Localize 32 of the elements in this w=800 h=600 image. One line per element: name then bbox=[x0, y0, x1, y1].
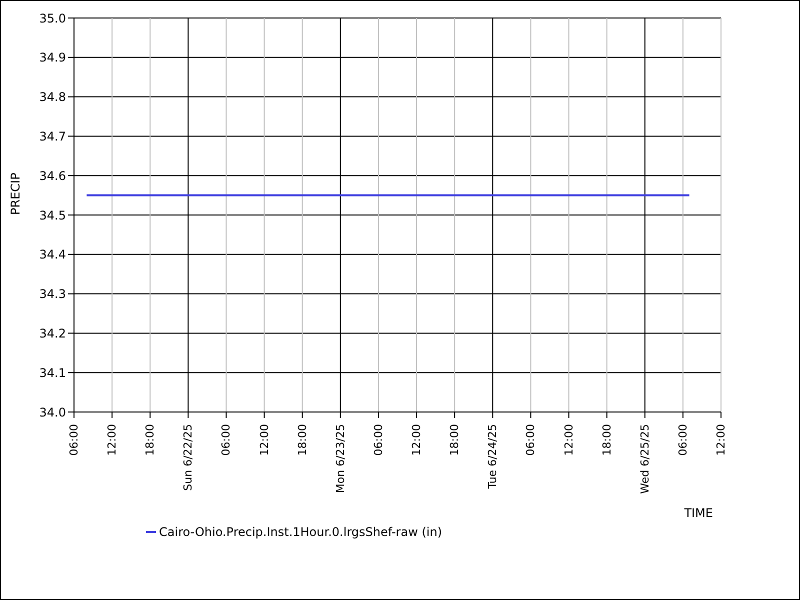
x-axis-title: TIME bbox=[683, 506, 713, 520]
x-tick-label: 12:00 bbox=[714, 424, 728, 456]
x-tick-label: 06:00 bbox=[220, 424, 233, 456]
x-tick-label: Sun 6/22/25 bbox=[182, 424, 195, 491]
y-tick-label: 34.9 bbox=[39, 50, 66, 65]
y-tick-label: 34.3 bbox=[39, 287, 66, 302]
x-tick-label: 06:00 bbox=[524, 424, 538, 456]
x-tick-label: 06:00 bbox=[68, 424, 80, 456]
x-tick-label: 12:00 bbox=[410, 424, 424, 456]
y-tick-label: 34.7 bbox=[39, 129, 66, 144]
x-tick-label: 12:00 bbox=[106, 424, 119, 456]
y-tick-label: 34.1 bbox=[39, 366, 66, 380]
y-tick-label: 34.0 bbox=[39, 405, 66, 420]
x-tick-label: 12:00 bbox=[258, 424, 271, 456]
x-tick-label: Wed 6/25/25 bbox=[638, 424, 652, 494]
x-tick-label: 18:00 bbox=[448, 424, 462, 456]
x-tick-label: 18:00 bbox=[296, 424, 309, 456]
x-tick-label: 18:00 bbox=[600, 424, 614, 456]
y-tick-label: 34.2 bbox=[39, 326, 66, 340]
x-tick-label: 06:00 bbox=[676, 424, 690, 456]
x-tick-label: 12:00 bbox=[562, 424, 576, 456]
y-tick-label: 35.0 bbox=[39, 11, 66, 26]
x-tick-label: Mon 6/23/25 bbox=[334, 424, 347, 494]
x-tick-label: 06:00 bbox=[372, 424, 385, 456]
legend-label: Cairo-Ohio.Precip.Inst.1Hour.0.lrgsShef-raw (in) bbox=[159, 525, 442, 539]
y-tick-label: 34.6 bbox=[39, 168, 66, 183]
x-tick-label: Tue 6/24/25 bbox=[486, 424, 500, 490]
x-tick-label: 18:00 bbox=[144, 424, 157, 456]
y-tick-label: 34.5 bbox=[39, 208, 66, 222]
y-tick-label: 34.8 bbox=[39, 90, 66, 104]
y-tick-label: 34.4 bbox=[39, 248, 66, 262]
y-axis-title: PRECIP bbox=[8, 172, 22, 215]
